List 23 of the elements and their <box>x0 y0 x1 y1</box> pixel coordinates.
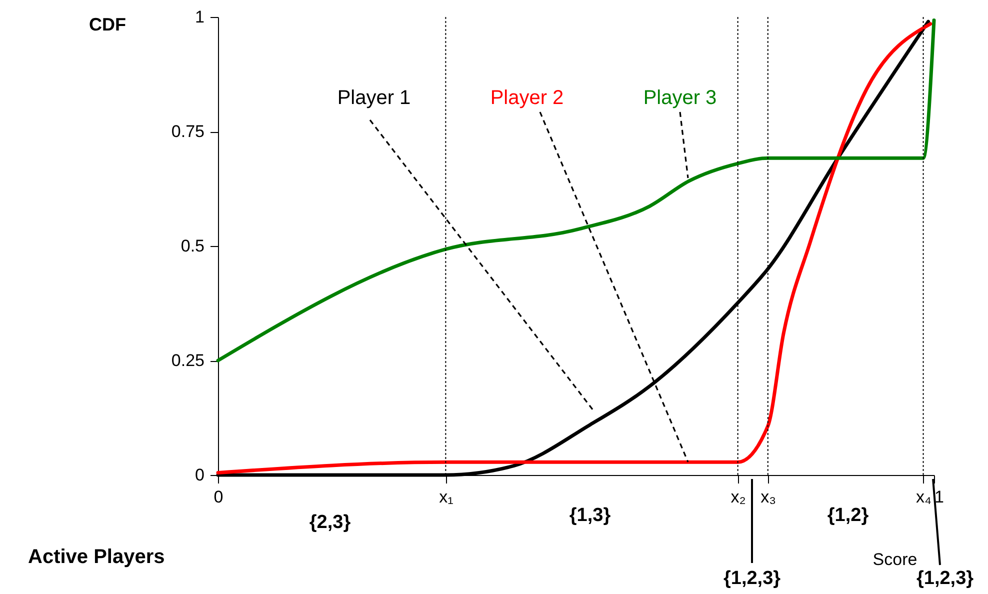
x-tick-label: x₁ <box>439 488 454 506</box>
x-tick-label: 1 <box>934 488 944 506</box>
text: {1,2,3} <box>916 568 974 589</box>
text: Player 1 <box>337 87 411 109</box>
y-tick-label: 0.5 <box>180 236 204 256</box>
text: {1,2} <box>827 505 870 526</box>
text: {1,2,3} <box>723 568 782 589</box>
x-tick-label: x₄ <box>916 488 932 506</box>
text: Player 2 <box>490 87 564 109</box>
y-tick-label: 0.25 <box>171 351 204 370</box>
y-tick-label: 0 <box>195 466 204 484</box>
y-tick-label: 1 <box>195 8 204 26</box>
y-tick-label: 0.75 <box>171 122 204 141</box>
text: Active Players <box>28 546 165 568</box>
x-tick-label: 0 <box>214 488 224 506</box>
text: {1,3} <box>569 505 612 526</box>
text: {2,3} <box>309 512 352 533</box>
y-axis-title: CDF <box>89 14 126 34</box>
x-tick-label: x₃ <box>760 488 776 506</box>
line-series <box>216 18 936 362</box>
text: Score <box>872 550 918 569</box>
text: Player 3 <box>643 87 717 109</box>
x-tick-label: x₂ <box>730 488 746 506</box>
